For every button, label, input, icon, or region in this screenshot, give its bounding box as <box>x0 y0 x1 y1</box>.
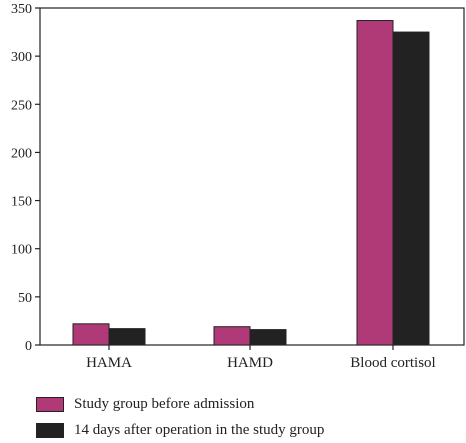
legend-swatch-series-2 <box>36 422 64 438</box>
y-tick-label: 200 <box>11 146 32 161</box>
bar-before-admission-blood-cortisol <box>356 20 394 346</box>
bar-after-operation-hama <box>108 328 146 346</box>
x-tick-label: Blood cortisol <box>350 355 435 371</box>
y-tick-label: 50 <box>18 291 32 306</box>
y-tick-label: 0 <box>25 339 32 354</box>
x-tick-label: HAMA <box>86 355 132 371</box>
legend: Study group before admission 14 days aft… <box>36 391 324 443</box>
y-tick-label: 250 <box>11 98 32 113</box>
legend-swatch-series-1 <box>36 396 64 412</box>
bar-after-operation-blood-cortisol <box>392 31 430 346</box>
bar-chart: 0 50 100 150 200 250 300 350 HAMA HAMD Blood corti… <box>11 2 465 371</box>
bar-before-admission-hamd <box>213 326 251 346</box>
legend-item-series-1: Study group before admission <box>36 391 324 417</box>
bar-before-admission-hama <box>72 323 110 346</box>
y-tick-label: 300 <box>11 50 32 65</box>
y-tick-label: 150 <box>11 195 32 210</box>
bar-after-operation-hamd <box>249 329 287 346</box>
y-tick-label: 350 <box>11 2 32 17</box>
legend-item-series-2: 14 days after operation in the study gro… <box>36 417 324 443</box>
legend-label-series-1: Study group before admission <box>74 395 255 412</box>
bars <box>72 20 430 346</box>
x-tick-label: HAMD <box>227 355 273 371</box>
legend-label-series-2: 14 days after operation in the study gro… <box>74 421 325 438</box>
axis-labels: 0 50 100 150 200 250 300 350 HAMA HAMD Blood corti… <box>11 2 436 371</box>
y-tick-label: 100 <box>11 243 32 258</box>
